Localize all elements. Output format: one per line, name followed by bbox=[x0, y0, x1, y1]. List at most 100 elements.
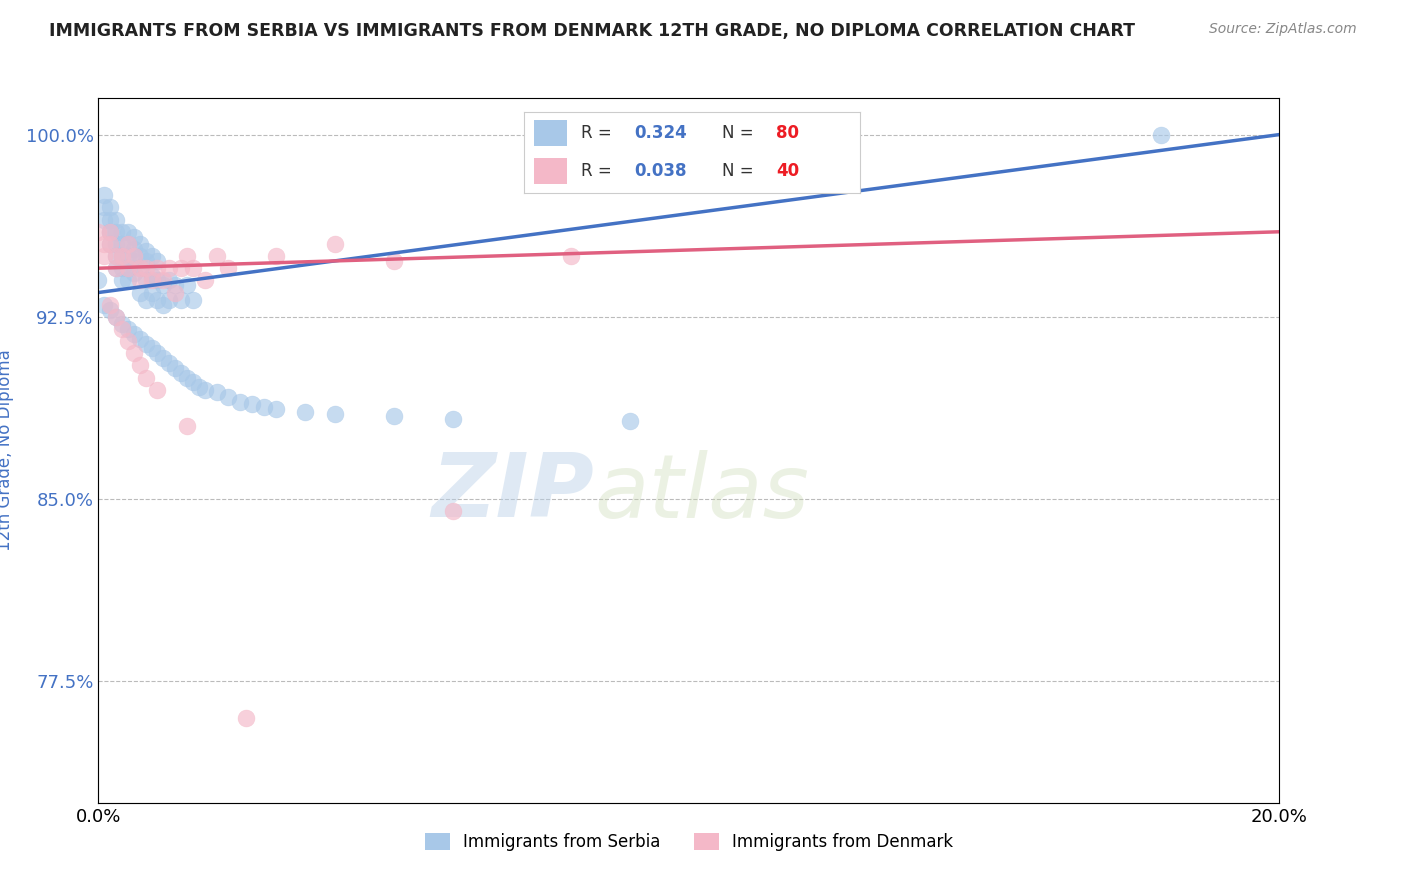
Point bbox=[135, 370, 157, 384]
Point bbox=[128, 236, 150, 251]
Point bbox=[117, 273, 139, 287]
Point bbox=[93, 188, 115, 202]
Point bbox=[152, 278, 174, 293]
Point bbox=[176, 370, 198, 384]
Point bbox=[128, 261, 150, 276]
Point bbox=[141, 268, 163, 283]
Point bbox=[98, 212, 121, 227]
Point bbox=[98, 236, 121, 251]
Point bbox=[205, 385, 228, 400]
Point bbox=[111, 236, 134, 251]
Point bbox=[441, 412, 464, 426]
Point bbox=[105, 212, 128, 227]
Point bbox=[105, 261, 128, 276]
Point bbox=[122, 346, 145, 360]
Point bbox=[146, 346, 169, 360]
Point bbox=[87, 225, 110, 239]
Text: IMMIGRANTS FROM SERBIA VS IMMIGRANTS FROM DENMARK 12TH GRADE, NO DIPLOMA CORRELA: IMMIGRANTS FROM SERBIA VS IMMIGRANTS FRO… bbox=[49, 22, 1135, 40]
Point bbox=[105, 225, 128, 239]
Point bbox=[187, 380, 209, 394]
Point bbox=[157, 261, 180, 276]
Point bbox=[93, 236, 115, 251]
Point bbox=[111, 225, 134, 239]
Point bbox=[98, 302, 121, 317]
Point bbox=[229, 395, 252, 409]
Point bbox=[157, 356, 180, 370]
Point bbox=[111, 261, 134, 276]
Point bbox=[135, 273, 157, 287]
Point bbox=[105, 249, 128, 263]
Point bbox=[111, 322, 134, 336]
Point bbox=[87, 273, 110, 287]
Point bbox=[181, 376, 204, 390]
Point bbox=[217, 261, 239, 276]
Point bbox=[111, 273, 134, 287]
Point bbox=[135, 254, 157, 268]
Point bbox=[128, 332, 150, 346]
Point bbox=[217, 390, 239, 404]
Point bbox=[111, 317, 134, 331]
Point bbox=[98, 225, 121, 239]
Point bbox=[205, 249, 228, 263]
Point bbox=[240, 397, 263, 411]
Point bbox=[117, 261, 139, 276]
Point bbox=[146, 254, 169, 268]
Point bbox=[141, 249, 163, 263]
Point bbox=[128, 359, 150, 373]
Point bbox=[135, 244, 157, 259]
Point bbox=[128, 273, 150, 287]
Y-axis label: 12th Grade, No Diploma: 12th Grade, No Diploma bbox=[0, 350, 14, 551]
Point bbox=[117, 261, 139, 276]
Point bbox=[105, 310, 128, 324]
Point bbox=[194, 273, 217, 287]
Point bbox=[176, 419, 198, 434]
Point bbox=[117, 249, 139, 263]
Point bbox=[122, 229, 145, 244]
Point bbox=[323, 407, 346, 421]
Point bbox=[176, 278, 198, 293]
Legend: Immigrants from Serbia, Immigrants from Denmark: Immigrants from Serbia, Immigrants from … bbox=[418, 826, 960, 858]
Point bbox=[122, 249, 145, 263]
Text: Source: ZipAtlas.com: Source: ZipAtlas.com bbox=[1209, 22, 1357, 37]
Point bbox=[165, 278, 187, 293]
Point bbox=[170, 261, 193, 276]
Point bbox=[165, 360, 187, 375]
Point bbox=[105, 249, 128, 263]
Point bbox=[170, 366, 193, 380]
Point bbox=[122, 326, 145, 341]
Point bbox=[157, 293, 180, 307]
Point bbox=[117, 225, 139, 239]
Point bbox=[105, 261, 128, 276]
Point bbox=[93, 298, 115, 312]
Point bbox=[382, 409, 405, 424]
Point bbox=[194, 383, 217, 397]
Point bbox=[170, 293, 193, 307]
Point bbox=[1150, 128, 1173, 142]
Point bbox=[146, 293, 169, 307]
Point bbox=[93, 201, 115, 215]
Point bbox=[105, 236, 128, 251]
Point bbox=[146, 273, 169, 287]
Point bbox=[141, 285, 163, 300]
Point bbox=[128, 261, 150, 276]
Point bbox=[105, 310, 128, 324]
Point bbox=[98, 225, 121, 239]
Point bbox=[93, 212, 115, 227]
Point bbox=[117, 334, 139, 348]
Text: ZIP: ZIP bbox=[432, 450, 595, 536]
Point bbox=[135, 261, 157, 276]
Point bbox=[235, 711, 257, 725]
Point bbox=[157, 273, 180, 287]
Point bbox=[98, 298, 121, 312]
Point bbox=[98, 236, 121, 251]
Point bbox=[135, 336, 157, 351]
Point bbox=[141, 342, 163, 356]
Point bbox=[111, 249, 134, 263]
Point bbox=[146, 383, 169, 397]
Point bbox=[93, 249, 115, 263]
Point bbox=[382, 254, 405, 268]
Point bbox=[152, 351, 174, 365]
Point bbox=[122, 266, 145, 280]
Point bbox=[117, 236, 139, 251]
Point bbox=[122, 242, 145, 256]
